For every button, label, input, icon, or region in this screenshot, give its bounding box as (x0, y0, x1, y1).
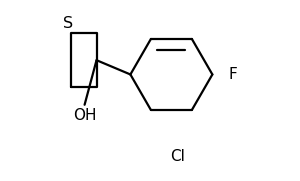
Text: F: F (228, 67, 237, 82)
Text: Cl: Cl (170, 149, 185, 164)
Text: S: S (63, 16, 74, 31)
Text: OH: OH (73, 108, 96, 123)
